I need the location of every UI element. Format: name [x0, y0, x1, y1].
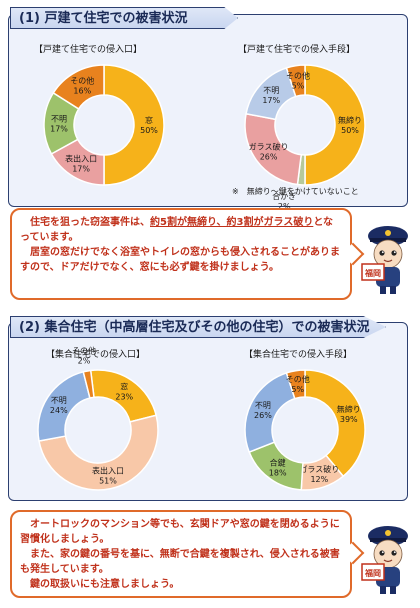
mascot2-badge: 福岡 — [364, 568, 381, 578]
chart4-label-4: その他 5% — [286, 374, 310, 394]
chart1-label-0: 窓 50% — [140, 115, 158, 135]
chart3-label-2: 不明 24% — [50, 396, 68, 415]
advice-callout-2: オートロックのマンション等でも、玄関ドアや窓の鍵を閉めるように習慣化しましょう。… — [10, 510, 352, 598]
chart1-slice-3 — [52, 64, 105, 110]
police-mascot-2: 福岡 — [361, 526, 408, 594]
advice1-line2: 居室の窓だけでなく浴室やトイレの窓からも侵入されることがありますので、ドアだけで… — [20, 247, 340, 273]
chart1-slice-0 — [103, 64, 165, 186]
chart2-label-1: 合かぎ 2% — [272, 191, 296, 211]
chart4-label-1: ガラス破り 12% — [299, 464, 339, 484]
chart3-label-0: 窓 23% — [115, 382, 133, 402]
chart4-slice-4 — [285, 369, 306, 400]
chart3-label-3: その他 2% — [72, 345, 96, 365]
chart4-label-3: 不明 26% — [254, 401, 272, 420]
chart4-label-0: 無締り 39% — [337, 404, 361, 424]
footnote: ※ 無締り～鍵をかけていないこと — [232, 187, 359, 196]
chart2-label-3: 不明 17% — [262, 86, 280, 105]
chart2-slice-4 — [285, 64, 306, 98]
chart4-label-2: 合鍵 18% — [269, 458, 287, 478]
chart1-title: 【戸建て住宅での侵入口】 — [34, 45, 143, 55]
chart2-slice-2 — [244, 112, 303, 186]
chart1-label-2: 不明 17% — [50, 115, 68, 134]
chart3-slice-1 — [38, 414, 159, 491]
chart2-title: 【戸建て住宅での侵入手段】 — [238, 45, 356, 55]
chart2-slice-0 — [304, 64, 366, 186]
chart2-label-4: その他 5% — [286, 71, 310, 91]
advice2-line2: また、家の鍵の番号を基に、無断で合鍵を複製され、侵入される被害も発生しています。 — [20, 549, 340, 575]
section2-heading: (2) 集合住宅（中高層住宅及びその他の住宅）での被害状況 — [10, 316, 386, 338]
chart4-title: 【集合住宅での侵入手段】 — [244, 350, 353, 360]
section1-heading: (1) 戸建て住宅での被害状況 — [10, 7, 238, 29]
chart1-label-3: その他 16% — [70, 76, 94, 96]
advice-callout-1: 住宅を狙った窃盗事件は、約5割が無締り、約3割がガラス破りとなっています。 居室… — [10, 208, 352, 300]
police-mascot-1: 福岡 — [361, 226, 408, 294]
chart3-title: 【集合住宅での侵入口】 — [46, 350, 146, 360]
advice1-line1: 住宅を狙った窃盗事件は、約5割が無締り、約3割がガラス破りとなっています。 — [20, 217, 334, 243]
chart1-label-1: 表出入口 17% — [65, 154, 97, 174]
chart3-slice-3 — [82, 369, 95, 399]
mascot1-badge: 福岡 — [364, 268, 381, 278]
advice2-line3: 鍵の取扱いにも注意しましょう。 — [30, 579, 180, 590]
advice2-line1: オートロックのマンション等でも、玄関ドアや窓の鍵を閉めるように習慣化しましょう。 — [20, 519, 340, 545]
chart2-label-2: ガラス破り 26% — [249, 141, 289, 161]
chart3-label-1: 表出入口 51% — [92, 465, 124, 485]
chart4-slice-0 — [304, 369, 366, 478]
chart2-label-0: 無締り 50% — [338, 115, 362, 135]
